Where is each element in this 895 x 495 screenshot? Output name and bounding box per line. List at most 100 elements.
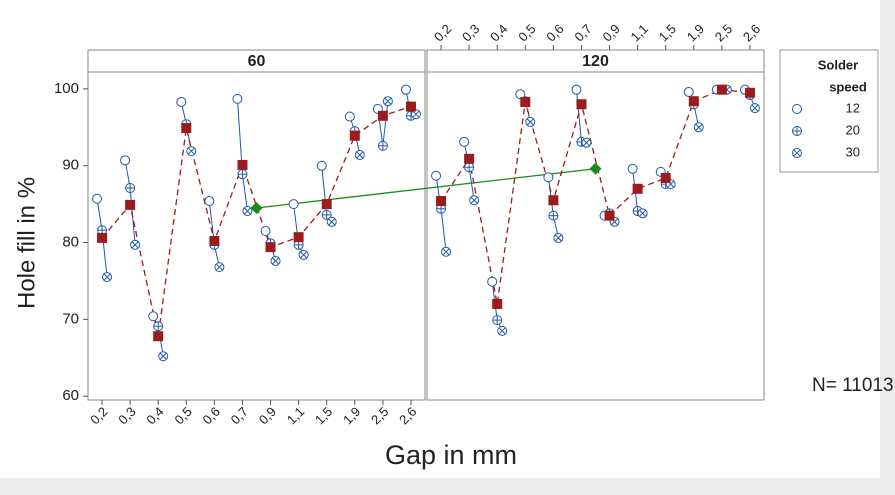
mean-marker [405,101,416,112]
y-tick-label: 90 [62,157,79,174]
point-marker [553,232,564,243]
mean-marker [377,110,388,121]
point-marker [354,149,365,160]
point-marker [242,206,253,217]
point-marker [260,226,271,237]
panel-label: 120 [582,53,609,70]
marker-circle [571,84,582,95]
point-marker [344,111,355,122]
marker-circle [260,226,271,237]
point-marker [693,122,704,133]
point-marker [186,146,197,157]
point-marker [525,116,536,127]
mean-marker [349,130,360,141]
point-marker [487,276,498,287]
mean-marker [632,183,643,194]
point-marker [232,93,243,104]
chart-background [0,0,880,478]
marker-circle [683,86,694,97]
point-marker [92,193,103,204]
point-marker [459,136,470,147]
marker-circle [120,155,131,166]
marker-stroke [384,97,392,105]
legend-label: 20 [846,122,860,137]
marker-stroke [356,151,364,159]
point-marker [102,272,113,283]
mean-marker [321,199,332,210]
marker-stroke [610,218,619,226]
y-tick-label: 80 [62,233,79,250]
point-marker [410,109,421,120]
point-marker [431,170,442,181]
marker-circle [627,163,638,174]
point-marker [581,137,592,148]
marker-stroke [187,147,195,155]
point-marker [288,199,299,210]
marker-circle [344,111,355,122]
mean-marker [520,96,531,107]
point-marker [792,148,802,158]
point-marker [270,255,281,266]
point-marker [153,321,164,332]
marker-stroke [498,327,506,335]
y-axis-title: Hole fill in % [13,177,40,309]
point-marker [571,84,582,95]
mean-marker [688,96,699,107]
y-tick-label: 60 [62,387,79,404]
point-marker [792,104,802,114]
point-marker [377,140,388,151]
point-marker [469,195,480,206]
marker-stroke [751,104,759,112]
mean-marker [97,232,108,243]
marker-stroke [793,149,801,157]
point-marker [548,210,559,221]
point-marker [441,246,452,257]
mean-marker [181,123,192,134]
legend-title: Solder [818,57,858,72]
point-marker [316,160,327,171]
point-marker [683,86,694,97]
marker-stroke [412,110,420,118]
point-marker [543,172,554,183]
marker-circle [288,199,299,210]
marker-stroke [271,257,280,265]
point-marker [321,209,332,220]
marker-stroke [554,234,562,242]
marker-circle [204,196,215,207]
mean-marker [744,87,755,98]
point-marker [492,315,503,326]
point-marker [148,311,159,322]
panel-header [87,49,426,73]
point-marker [637,208,648,219]
marker-circle [431,170,442,181]
mean-marker [464,153,475,164]
point-marker [400,84,411,95]
marker-circle [232,93,243,104]
point-marker [382,96,393,107]
point-marker [214,262,225,273]
mean-marker [436,196,447,207]
marker-stroke [695,123,703,131]
mean-marker [548,195,559,206]
point-marker [792,126,802,136]
legend-title: speed [829,79,867,94]
y-tick-label: 100 [54,80,79,97]
mean-marker [492,298,503,309]
point-marker [204,196,215,207]
marker-circle [487,276,498,287]
marker-circle [792,104,802,114]
point-marker [125,182,136,193]
marker-stroke [582,139,591,147]
marker-stroke [526,118,534,126]
point-marker [158,351,169,362]
legend-label: 12 [846,100,860,115]
marker-stroke [300,251,308,259]
marker-circle [148,311,159,322]
mean-marker [237,159,248,170]
point-marker [627,163,638,174]
point-marker [326,216,337,227]
marker-stroke [470,196,478,204]
marker-circle [92,193,103,204]
legend-label: 30 [846,144,860,159]
